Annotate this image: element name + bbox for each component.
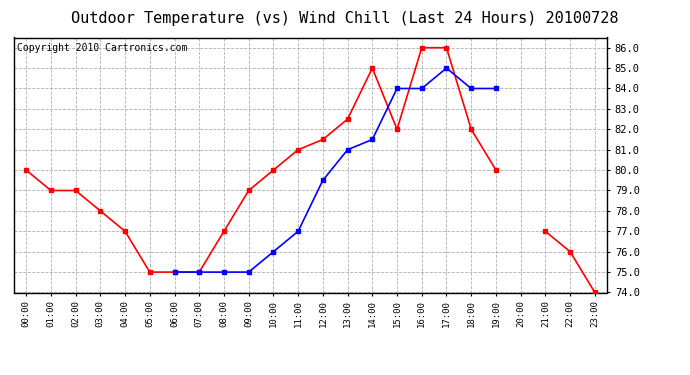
- Text: Copyright 2010 Cartronics.com: Copyright 2010 Cartronics.com: [17, 43, 187, 52]
- Text: Outdoor Temperature (vs) Wind Chill (Last 24 Hours) 20100728: Outdoor Temperature (vs) Wind Chill (Las…: [71, 11, 619, 26]
